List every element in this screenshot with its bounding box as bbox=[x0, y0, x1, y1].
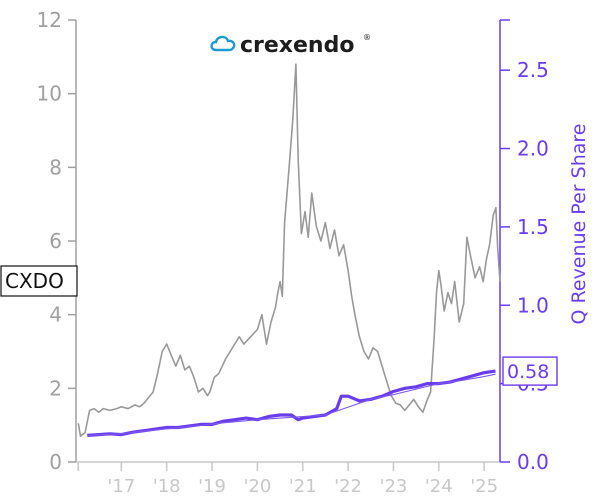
x-tick-label: '24 bbox=[425, 476, 453, 497]
right-axis-title: Q Revenue Per Share bbox=[568, 124, 590, 325]
left-tick-label: 0 bbox=[49, 450, 62, 474]
right-tick-label: 1.5 bbox=[517, 215, 549, 239]
logo-wordmark: crexendo bbox=[240, 33, 354, 58]
left-tick-label: 6 bbox=[49, 229, 62, 253]
cloud-icon bbox=[210, 35, 236, 52]
x-tick-label: '25 bbox=[470, 476, 498, 497]
last-value-box: 0.58 bbox=[502, 356, 558, 386]
x-tick-label: '20 bbox=[243, 476, 271, 497]
left-axis: 0 2 4 6 8 10 12 bbox=[37, 8, 77, 474]
ticker-label: CXDO bbox=[5, 269, 64, 293]
last-value-label: 0.58 bbox=[507, 361, 549, 383]
left-tick-label: 4 bbox=[49, 303, 62, 327]
price-line bbox=[77, 63, 501, 437]
x-tick-label: '22 bbox=[334, 476, 362, 497]
right-tick-label: 2.5 bbox=[517, 58, 549, 82]
revenue-trend-line bbox=[87, 373, 496, 436]
revenue-line bbox=[87, 369, 496, 437]
right-tick-label: 0.0 bbox=[517, 450, 549, 474]
series-group bbox=[77, 63, 501, 437]
left-tick-label: 2 bbox=[49, 376, 62, 400]
right-axis: 0.00.51.01.52.02.5 Q Revenue Per Share bbox=[499, 19, 590, 474]
logo: crexendo ® bbox=[210, 33, 371, 58]
last-value-border bbox=[502, 356, 558, 386]
x-axis: '17 '18 '19 '20 '21 '22 '23 '24 '25 bbox=[76, 461, 500, 497]
left-tick-label: 8 bbox=[49, 155, 62, 179]
ticker-label-border bbox=[0, 265, 78, 297]
left-tick-label: 10 bbox=[37, 82, 62, 106]
x-tick-label: '18 bbox=[153, 476, 181, 497]
right-axis-ticks: 0.00.51.01.52.02.5 bbox=[500, 19, 549, 474]
left-tick-label: 12 bbox=[37, 8, 62, 32]
left-axis-ticks: 0 2 4 6 8 10 12 bbox=[37, 8, 76, 474]
ticker-label-box: CXDO bbox=[0, 265, 78, 297]
registered-mark: ® bbox=[363, 33, 371, 42]
x-tick-label: '19 bbox=[198, 476, 226, 497]
x-tick-label: '21 bbox=[289, 476, 317, 497]
x-axis-ticks: '17 '18 '19 '20 '21 '22 '23 '24 '25 bbox=[77, 462, 498, 497]
right-tick-label: 1.0 bbox=[517, 293, 549, 317]
right-tick-label: 2.0 bbox=[517, 137, 549, 161]
x-tick-label: '23 bbox=[380, 476, 408, 497]
x-tick-label: '17 bbox=[107, 476, 135, 497]
